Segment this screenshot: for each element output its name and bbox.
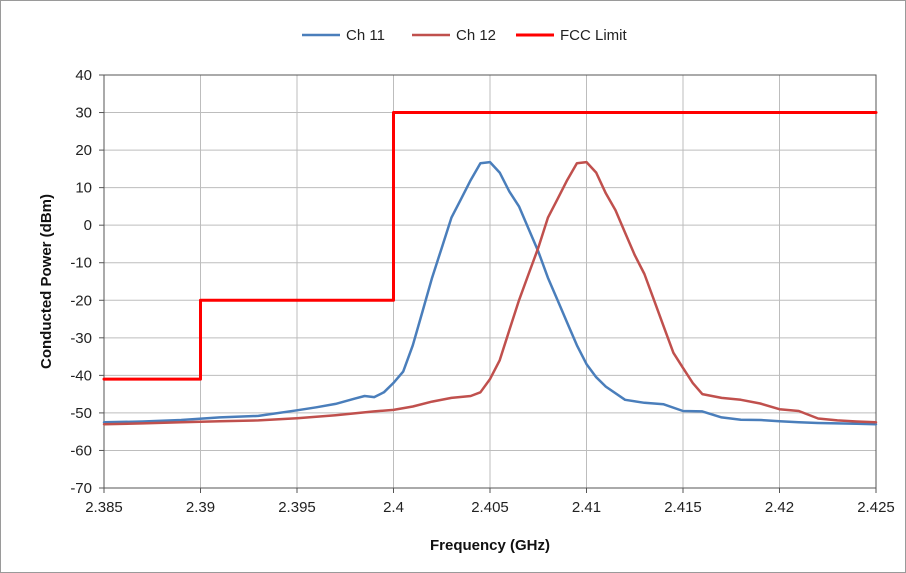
x-axis-label: Frequency (GHz) <box>430 537 550 554</box>
y-tick-label: -30 <box>70 330 92 347</box>
x-tick-label: 2.425 <box>857 499 895 516</box>
x-tick-label: 2.415 <box>664 499 702 516</box>
x-tick-label: 2.42 <box>765 499 794 516</box>
y-tick-label: 20 <box>75 142 92 159</box>
legend: Ch 11 Ch 12 FCC Limit <box>302 27 627 44</box>
series-line-fcc-limit <box>102 111 878 381</box>
y-tick-label: -20 <box>70 292 92 309</box>
x-tick-label: 2.4 <box>383 499 404 516</box>
series-line-ch-11 <box>102 160 878 426</box>
y-tick-label: 10 <box>75 180 92 197</box>
x-tick-label: 2.405 <box>471 499 509 516</box>
x-tick-label: 2.41 <box>572 499 601 516</box>
x-tick-label: 2.39 <box>186 499 215 516</box>
x-tick-labels: 2.385 2.39 2.395 2.4 2.405 2.41 2.415 2.42 2.425 <box>85 499 895 516</box>
x-tick-label: 2.385 <box>85 499 123 516</box>
x-tick-label: 2.395 <box>278 499 316 516</box>
y-tick-label: -60 <box>70 442 92 459</box>
y-tick-labels: 40 30 20 10 0 -10 -20 -30 -40 -50 -60 -70 <box>70 67 92 497</box>
y-tick-label: 0 <box>84 217 92 234</box>
y-tick-label: -40 <box>70 367 92 384</box>
y-tick-label: -50 <box>70 405 92 422</box>
y-tick-label: -70 <box>70 480 92 497</box>
y-tick-label: -10 <box>70 255 92 272</box>
legend-label-ch-12: Ch 12 <box>456 27 496 44</box>
series-line-ch-12 <box>102 160 878 426</box>
legend-label-ch-11: Ch 11 <box>346 27 385 44</box>
y-axis-label: Conducted Power (dBm) <box>38 194 55 369</box>
y-tick-label: 40 <box>75 67 92 84</box>
legend-label-fcc-limit: FCC Limit <box>560 27 627 44</box>
series-lines <box>102 111 878 426</box>
plot-area <box>103 74 877 489</box>
y-tick-label: 30 <box>75 105 92 122</box>
